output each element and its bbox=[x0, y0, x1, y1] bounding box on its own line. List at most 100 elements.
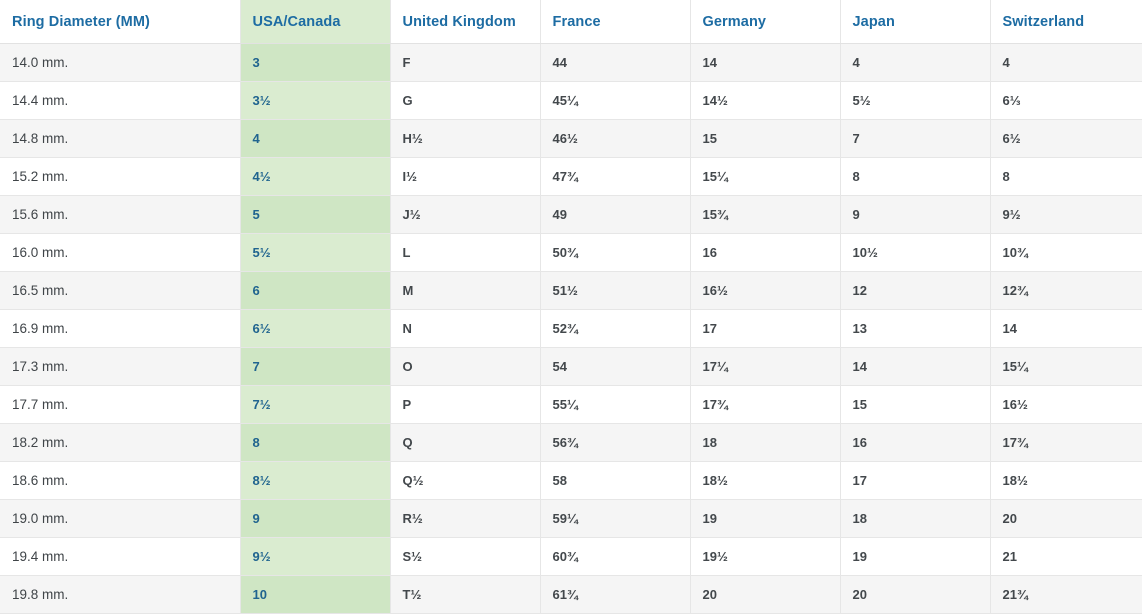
cell-france: 52¾ bbox=[540, 309, 691, 348]
cell-switzerland: 20 bbox=[990, 499, 1142, 538]
cell-usacanada: 8½ bbox=[240, 461, 391, 500]
table-row: 14.8 mm. 4 H½ 46½ 15 7 6½ bbox=[0, 119, 1142, 158]
cell-switzerland: 16½ bbox=[990, 385, 1142, 424]
cell-japan: 15 bbox=[840, 385, 991, 424]
cell-switzerland: 17¾ bbox=[990, 423, 1142, 462]
cell-germany: 20 bbox=[690, 575, 841, 614]
cell-france: 59¼ bbox=[540, 499, 691, 538]
cell-switzerland: 21¾ bbox=[990, 575, 1142, 614]
cell-germany: 17¼ bbox=[690, 347, 841, 386]
table-row: 16.5 mm. 6 M 51½ 16½ 12 12¾ bbox=[0, 271, 1142, 310]
cell-united-kingdom: I½ bbox=[390, 157, 541, 196]
cell-usacanada: 8 bbox=[240, 423, 391, 462]
cell-switzerland: 12¾ bbox=[990, 271, 1142, 310]
cell-ring-diameter: 14.4 mm. bbox=[0, 81, 241, 120]
table-row: 19.0 mm. 9 R½ 59¼ 19 18 20 bbox=[0, 499, 1142, 538]
cell-united-kingdom: Q½ bbox=[390, 461, 541, 500]
cell-ring-diameter: 15.6 mm. bbox=[0, 195, 241, 234]
table-row: 15.6 mm. 5 J½ 49 15¾ 9 9½ bbox=[0, 195, 1142, 234]
cell-usacanada: 9½ bbox=[240, 537, 391, 576]
cell-japan: 9 bbox=[840, 195, 991, 234]
table-row: 15.2 mm. 4½ I½ 47¾ 15¼ 8 8 bbox=[0, 157, 1142, 196]
cell-germany: 16½ bbox=[690, 271, 841, 310]
cell-ring-diameter: 17.3 mm. bbox=[0, 347, 241, 386]
cell-usacanada: 9 bbox=[240, 499, 391, 538]
table-row: 17.7 mm. 7½ P 55¼ 17¾ 15 16½ bbox=[0, 385, 1142, 424]
cell-united-kingdom: Q bbox=[390, 423, 541, 462]
cell-united-kingdom: F bbox=[390, 43, 541, 82]
cell-france: 47¾ bbox=[540, 157, 691, 196]
cell-usacanada: 5½ bbox=[240, 233, 391, 272]
cell-switzerland: 10¾ bbox=[990, 233, 1142, 272]
cell-ring-diameter: 14.0 mm. bbox=[0, 43, 241, 82]
cell-usacanada: 4 bbox=[240, 119, 391, 158]
table-row: 17.3 mm. 7 O 54 17¼ 14 15¼ bbox=[0, 347, 1142, 386]
cell-france: 46½ bbox=[540, 119, 691, 158]
cell-usacanada: 3½ bbox=[240, 81, 391, 120]
cell-germany: 15¾ bbox=[690, 195, 841, 234]
cell-germany: 19 bbox=[690, 499, 841, 538]
column-header-ring-diameter-mm: Ring Diameter (MM) bbox=[0, 0, 241, 44]
cell-japan: 12 bbox=[840, 271, 991, 310]
cell-france: 54 bbox=[540, 347, 691, 386]
cell-germany: 14 bbox=[690, 43, 841, 82]
cell-japan: 7 bbox=[840, 119, 991, 158]
cell-ring-diameter: 16.9 mm. bbox=[0, 309, 241, 348]
cell-switzerland: 4 bbox=[990, 43, 1142, 82]
column-header-united-kingdom: United Kingdom bbox=[390, 0, 541, 44]
cell-switzerland: 8 bbox=[990, 157, 1142, 196]
cell-france: 51½ bbox=[540, 271, 691, 310]
cell-ring-diameter: 16.0 mm. bbox=[0, 233, 241, 272]
cell-ring-diameter: 15.2 mm. bbox=[0, 157, 241, 196]
cell-ring-diameter: 19.0 mm. bbox=[0, 499, 241, 538]
cell-ring-diameter: 19.8 mm. bbox=[0, 575, 241, 614]
cell-united-kingdom: S½ bbox=[390, 537, 541, 576]
cell-united-kingdom: P bbox=[390, 385, 541, 424]
cell-usacanada: 3 bbox=[240, 43, 391, 82]
cell-japan: 5½ bbox=[840, 81, 991, 120]
cell-united-kingdom: R½ bbox=[390, 499, 541, 538]
table-row: 19.8 mm. 10 T½ 61¾ 20 20 21¾ bbox=[0, 575, 1142, 614]
cell-japan: 16 bbox=[840, 423, 991, 462]
cell-usacanada: 7½ bbox=[240, 385, 391, 424]
cell-germany: 16 bbox=[690, 233, 841, 272]
cell-switzerland: 15¼ bbox=[990, 347, 1142, 386]
cell-ring-diameter: 16.5 mm. bbox=[0, 271, 241, 310]
cell-germany: 18 bbox=[690, 423, 841, 462]
cell-ring-diameter: 18.6 mm. bbox=[0, 461, 241, 500]
table-body: 14.0 mm. 3 F 44 14 4 4 14.4 mm. 3½ G 45¼ 14½ 5½ 6⅓ 14.… bbox=[0, 43, 1142, 614]
cell-usacanada: 5 bbox=[240, 195, 391, 234]
cell-japan: 13 bbox=[840, 309, 991, 348]
table-row: 19.4 mm. 9½ S½ 60¾ 19½ 19 21 bbox=[0, 537, 1142, 576]
cell-france: 49 bbox=[540, 195, 691, 234]
cell-germany: 14½ bbox=[690, 81, 841, 120]
cell-france: 61¾ bbox=[540, 575, 691, 614]
cell-united-kingdom: G bbox=[390, 81, 541, 120]
cell-france: 60¾ bbox=[540, 537, 691, 576]
cell-germany: 18½ bbox=[690, 461, 841, 500]
cell-united-kingdom: H½ bbox=[390, 119, 541, 158]
cell-germany: 17 bbox=[690, 309, 841, 348]
table-row: 18.6 mm. 8½ Q½ 58 18½ 17 18½ bbox=[0, 461, 1142, 500]
cell-japan: 14 bbox=[840, 347, 991, 386]
cell-ring-diameter: 17.7 mm. bbox=[0, 385, 241, 424]
cell-usacanada: 4½ bbox=[240, 157, 391, 196]
cell-switzerland: 9½ bbox=[990, 195, 1142, 234]
table-header: Ring Diameter (MM) USA/Canada United Kingd… bbox=[0, 0, 1142, 44]
cell-japan: 19 bbox=[840, 537, 991, 576]
cell-ring-diameter: 18.2 mm. bbox=[0, 423, 241, 462]
cell-japan: 10½ bbox=[840, 233, 991, 272]
cell-ring-diameter: 19.4 mm. bbox=[0, 537, 241, 576]
column-header-usacanada: USA/Canada bbox=[240, 0, 391, 44]
cell-germany: 15 bbox=[690, 119, 841, 158]
cell-japan: 4 bbox=[840, 43, 991, 82]
cell-united-kingdom: M bbox=[390, 271, 541, 310]
cell-united-kingdom: N bbox=[390, 309, 541, 348]
cell-usacanada: 6½ bbox=[240, 309, 391, 348]
table-row: 14.0 mm. 3 F 44 14 4 4 bbox=[0, 43, 1142, 82]
cell-germany: 17¾ bbox=[690, 385, 841, 424]
cell-switzerland: 18½ bbox=[990, 461, 1142, 500]
cell-japan: 20 bbox=[840, 575, 991, 614]
cell-switzerland: 14 bbox=[990, 309, 1142, 348]
cell-switzerland: 6½ bbox=[990, 119, 1142, 158]
